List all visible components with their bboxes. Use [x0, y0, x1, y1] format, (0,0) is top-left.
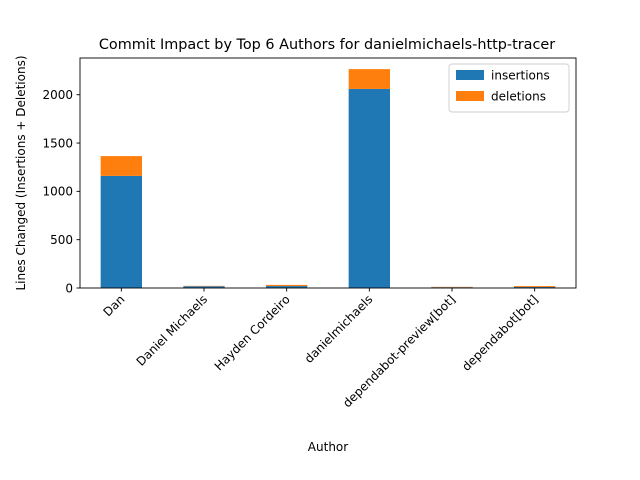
bar-deletions-3 [348, 69, 390, 89]
bar-insertions-1 [183, 286, 225, 288]
y-tick-label-2: 1000 [42, 185, 73, 199]
y-tick-label-1: 500 [50, 233, 73, 247]
y-tick-label-0: 0 [65, 281, 73, 295]
bar-insertions-5 [514, 287, 556, 288]
legend-label-deletions: deletions [491, 90, 546, 104]
bar-insertions-2 [266, 286, 308, 288]
bar-deletions-5 [514, 286, 556, 288]
legend: insertions deletions [448, 63, 570, 113]
bar-insertions-3 [348, 88, 390, 288]
bar-insertions-0 [100, 175, 142, 288]
y-axis: 0 500 1000 1500 2000 [42, 88, 80, 295]
chart-title: Commit Impact by Top 6 Authors for danie… [99, 37, 555, 53]
legend-swatch-insertions [456, 70, 484, 80]
legend-label-insertions: insertions [491, 69, 550, 83]
y-tick-label-4: 2000 [42, 88, 73, 102]
bar-deletions-2 [266, 284, 308, 287]
x-axis-label: Author [308, 440, 348, 454]
plot-frame [79, 57, 577, 289]
y-axis-label: Lines Changed (Insertions + Deletions) [14, 55, 28, 290]
bar-deletions-0 [100, 156, 142, 176]
legend-swatch-deletions [456, 91, 484, 101]
y-tick-label-3: 1500 [42, 136, 73, 150]
bars-group [100, 69, 556, 288]
